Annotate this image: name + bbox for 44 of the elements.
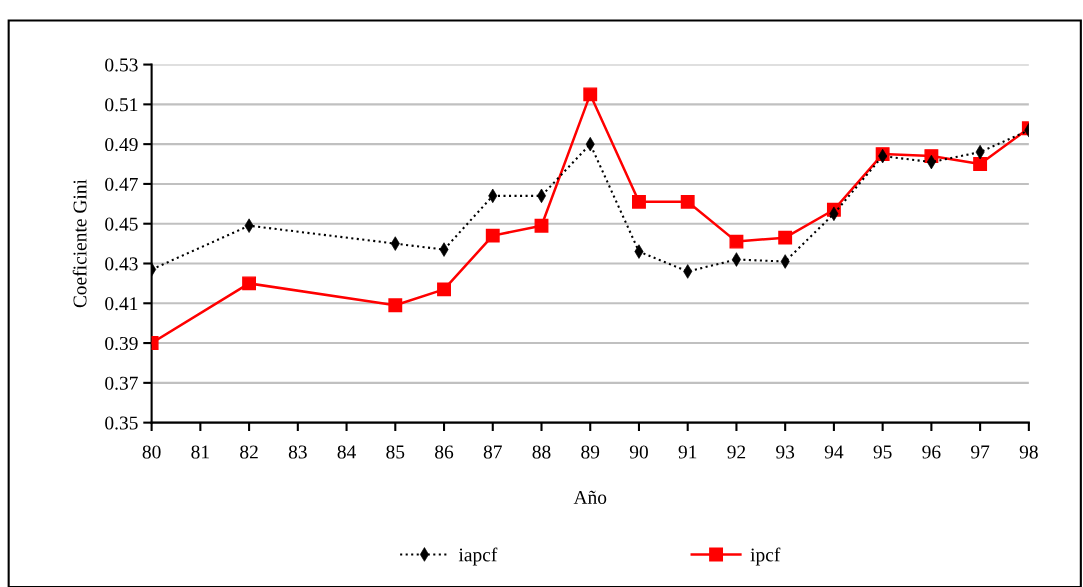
legend-label: iapcf xyxy=(458,547,498,566)
x-tick-label: 81 xyxy=(191,445,209,459)
x-tick-label: 85 xyxy=(386,445,405,459)
point xyxy=(534,218,549,233)
point xyxy=(632,194,646,209)
y-axis-title: Coeficiente Gini xyxy=(72,179,87,308)
x-tick-label: 97 xyxy=(971,445,990,459)
x-tick-label: 90 xyxy=(629,445,648,459)
y-tick-label: 0.37 xyxy=(105,376,138,390)
y-tick-label: 0.49 xyxy=(105,137,138,152)
x-tick-label: 83 xyxy=(288,445,307,459)
x-tick-label: 88 xyxy=(532,445,551,459)
x-tick-label: 92 xyxy=(727,445,746,459)
point xyxy=(778,230,793,245)
point xyxy=(680,194,695,209)
point xyxy=(973,157,988,171)
x-tick-label: 91 xyxy=(678,445,697,459)
x-tick-label: 86 xyxy=(435,445,454,459)
point xyxy=(242,276,257,291)
y-tick-label: 0.45 xyxy=(105,217,138,231)
y-tick-label: 0.51 xyxy=(105,98,138,112)
y-tick-label: 0.41 xyxy=(105,297,138,311)
y-tick-label: 0.47 xyxy=(105,177,138,191)
point xyxy=(583,87,598,102)
point xyxy=(729,234,744,249)
point xyxy=(485,228,500,243)
x-tick-label: 93 xyxy=(776,445,795,459)
x-tick-label: 94 xyxy=(824,445,844,459)
point xyxy=(388,298,403,313)
y-tick-label: 0.43 xyxy=(105,257,138,271)
x-tick-label: 84 xyxy=(337,445,356,459)
x-tick-label: 80 xyxy=(142,445,161,459)
x-axis-title: Año xyxy=(573,490,607,504)
y-tick-label: 0.53 xyxy=(105,58,138,72)
x-tick-label: 98 xyxy=(1019,445,1038,459)
legend-label: ipcf xyxy=(750,547,781,566)
point xyxy=(437,282,451,297)
x-tick-label: 95 xyxy=(873,445,892,459)
x-tick-label: 96 xyxy=(922,445,941,459)
x-tick-label: 87 xyxy=(483,445,502,459)
x-tick-label: 89 xyxy=(581,445,600,459)
y-tick-label: 0.35 xyxy=(105,416,138,430)
x-tick-label: 82 xyxy=(240,445,258,459)
y-tick-label: 0.39 xyxy=(105,336,138,351)
